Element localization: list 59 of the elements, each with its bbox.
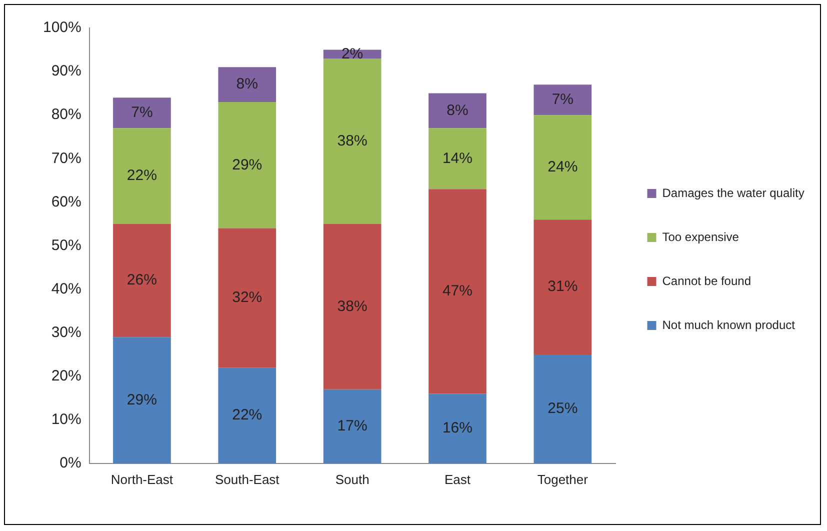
bar xyxy=(534,220,592,355)
y-tick-label: 20% xyxy=(51,367,82,384)
bar xyxy=(113,337,171,464)
y-tick-label: 60% xyxy=(51,193,82,210)
data-label: 38% xyxy=(337,132,368,150)
data-label: 24% xyxy=(548,158,578,176)
data-label: 8% xyxy=(236,76,258,93)
legend-label: Not much known product xyxy=(662,318,796,332)
bar xyxy=(323,389,382,464)
data-label: 29% xyxy=(232,156,262,174)
bar xyxy=(428,189,486,394)
bar xyxy=(323,224,382,390)
bar xyxy=(428,128,486,190)
data-label: 47% xyxy=(442,282,472,300)
bar xyxy=(218,102,276,228)
bar xyxy=(113,128,171,224)
x-tick-label: South xyxy=(335,472,370,487)
data-label: 7% xyxy=(552,90,574,108)
data-label: 38% xyxy=(337,298,368,315)
data-label: 26% xyxy=(126,272,157,289)
bar xyxy=(218,67,276,102)
bar xyxy=(218,368,276,464)
x-tick-label: North-East xyxy=(110,472,174,487)
y-tick-label: 40% xyxy=(51,280,82,298)
bar xyxy=(113,224,171,338)
bar xyxy=(323,58,382,224)
y-tick-label: 30% xyxy=(51,324,82,341)
data-label: 7% xyxy=(131,104,153,122)
bar xyxy=(428,93,486,128)
x-tick-label: South-East xyxy=(214,472,280,487)
y-tick-label: 0% xyxy=(60,454,82,472)
y-tick-label: 10% xyxy=(51,411,82,428)
legend-label: Damages the water quality xyxy=(662,186,804,200)
bar xyxy=(428,394,486,464)
y-tick-label: 100% xyxy=(42,19,82,36)
data-label: 22% xyxy=(126,167,157,184)
data-label: 22% xyxy=(232,406,262,424)
legend-label: Cannot be found xyxy=(662,274,751,288)
x-tick-label: Together xyxy=(537,472,589,487)
y-tick-label: 50% xyxy=(51,236,82,254)
y-tick-label: 70% xyxy=(51,150,82,167)
data-label: 25% xyxy=(548,400,578,418)
data-label: 32% xyxy=(232,289,262,306)
bar xyxy=(218,228,276,368)
y-tick-label: 80% xyxy=(51,106,82,124)
y-tick-label: 90% xyxy=(51,62,82,80)
bar xyxy=(534,354,592,464)
data-label: 31% xyxy=(548,278,578,296)
data-label: 17% xyxy=(337,418,368,435)
bar xyxy=(113,98,171,128)
bar xyxy=(534,84,592,116)
data-label: 8% xyxy=(446,102,468,119)
legend-label: Too expensive xyxy=(662,230,740,244)
data-label: 2% xyxy=(341,45,364,62)
x-tick-label: East xyxy=(444,472,471,487)
data-label: 29% xyxy=(126,391,157,408)
data-label: 14% xyxy=(442,150,472,167)
bar xyxy=(534,115,592,220)
data-label: 16% xyxy=(442,420,472,437)
